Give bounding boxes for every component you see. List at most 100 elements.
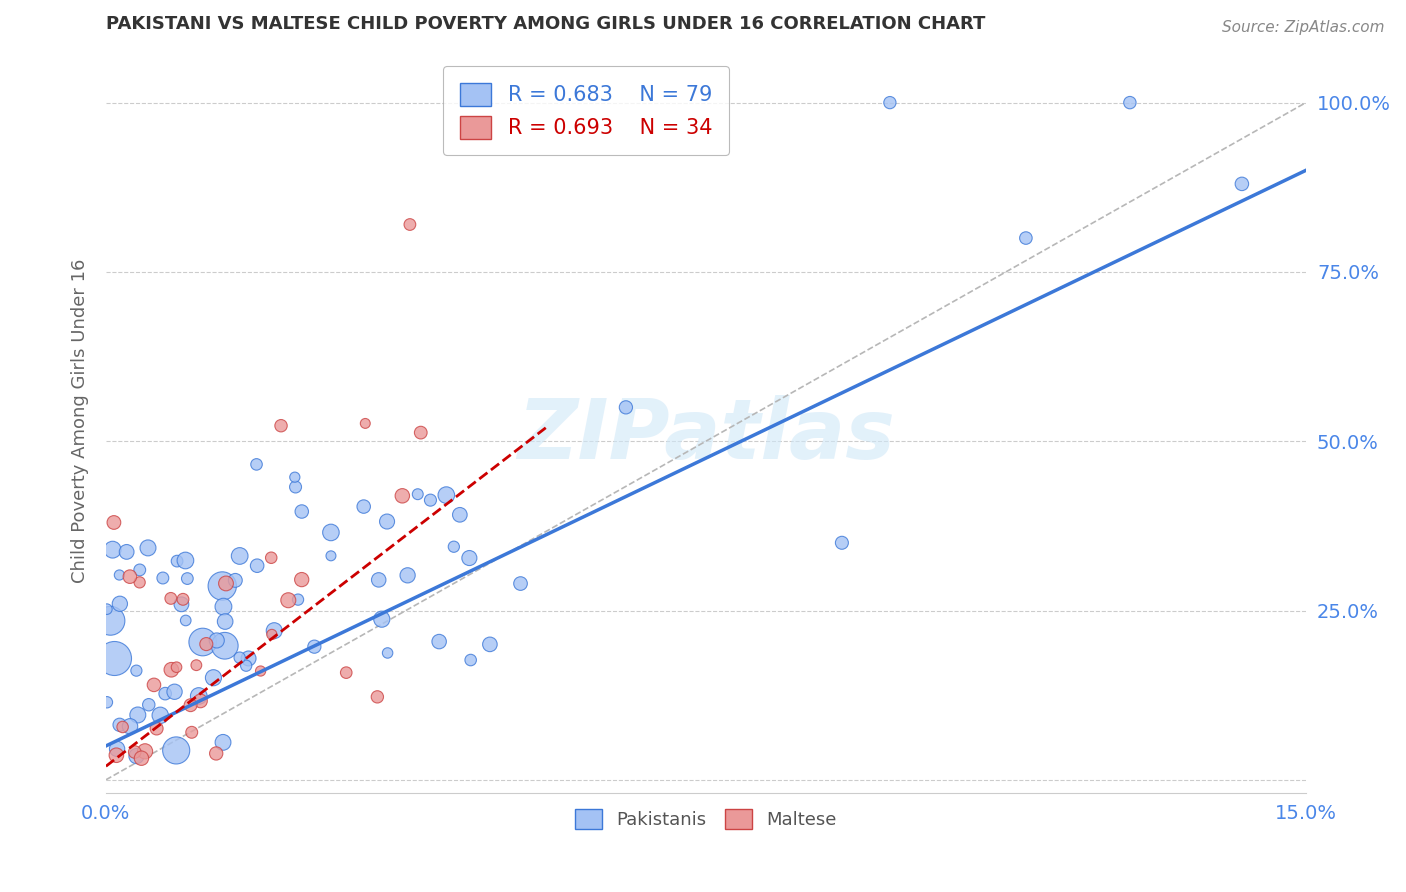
Point: [427, 634, 450, 648]
Point: [128, 563, 150, 577]
Point: [304, 640, 326, 654]
Point: [165, 743, 187, 757]
Point: [108, 597, 131, 611]
Point: [245, 458, 267, 472]
Point: [108, 568, 131, 582]
Point: [180, 698, 202, 713]
Point: [235, 658, 257, 673]
Point: [138, 698, 160, 712]
Point: [284, 480, 307, 494]
Point: [354, 417, 377, 431]
Point: [277, 593, 299, 607]
Point: [449, 508, 471, 522]
Point: [249, 664, 271, 678]
Point: [115, 545, 138, 559]
Point: [100, 614, 122, 628]
Text: ZIPatlas: ZIPatlas: [517, 395, 894, 476]
Point: [103, 651, 125, 665]
Point: [125, 664, 148, 678]
Point: [377, 646, 399, 660]
Point: [1230, 177, 1253, 191]
Point: [246, 558, 269, 573]
Point: [270, 418, 292, 433]
Point: [319, 549, 342, 563]
Text: Source: ZipAtlas.com: Source: ZipAtlas.com: [1222, 20, 1385, 35]
Point: [180, 725, 202, 739]
Point: [105, 748, 128, 763]
Point: [134, 744, 156, 758]
Point: [443, 540, 465, 554]
Point: [166, 554, 188, 568]
Point: [163, 685, 186, 699]
Point: [419, 493, 441, 508]
Point: [260, 550, 283, 565]
Point: [176, 572, 198, 586]
Point: [214, 615, 236, 629]
Point: [212, 735, 235, 749]
Point: [96, 695, 118, 709]
Point: [291, 504, 314, 518]
Point: [111, 720, 134, 734]
Point: [174, 614, 197, 628]
Point: [105, 742, 128, 756]
Point: [260, 627, 283, 641]
Point: [284, 470, 307, 484]
Point: [614, 401, 637, 415]
Point: [205, 747, 228, 761]
Point: [228, 650, 250, 665]
Point: [367, 573, 389, 587]
Point: [366, 690, 388, 704]
Point: [831, 536, 853, 550]
Point: [108, 718, 131, 732]
Point: [460, 653, 482, 667]
Point: [391, 489, 413, 503]
Point: [879, 95, 901, 110]
Point: [215, 576, 238, 591]
Point: [125, 749, 148, 764]
Point: [166, 660, 188, 674]
Point: [371, 612, 394, 626]
Point: [186, 658, 208, 673]
Point: [172, 592, 194, 607]
Point: [205, 633, 228, 648]
Point: [211, 579, 233, 593]
Point: [103, 516, 125, 530]
Point: [509, 576, 531, 591]
Point: [118, 719, 141, 733]
Legend: Pakistanis, Maltese: Pakistanis, Maltese: [568, 802, 844, 837]
Point: [228, 549, 250, 563]
Point: [224, 574, 246, 588]
Point: [263, 624, 285, 638]
Point: [238, 651, 260, 665]
Point: [145, 722, 167, 736]
Point: [187, 689, 209, 703]
Point: [202, 671, 225, 685]
Point: [174, 553, 197, 567]
Point: [214, 639, 236, 653]
Point: [190, 694, 212, 708]
Point: [335, 665, 357, 680]
Point: [212, 599, 235, 614]
Point: [191, 635, 214, 649]
Point: [478, 637, 501, 651]
Point: [195, 637, 218, 651]
Point: [434, 488, 457, 502]
Point: [287, 592, 309, 607]
Point: [152, 571, 174, 585]
Y-axis label: Child Poverty Among Girls Under 16: Child Poverty Among Girls Under 16: [72, 259, 89, 583]
Point: [375, 515, 398, 529]
Text: PAKISTANI VS MALTESE CHILD POVERTY AMONG GIRLS UNDER 16 CORRELATION CHART: PAKISTANI VS MALTESE CHILD POVERTY AMONG…: [105, 15, 986, 33]
Point: [153, 687, 176, 701]
Point: [353, 500, 375, 514]
Point: [396, 568, 419, 582]
Point: [149, 708, 172, 723]
Point: [128, 575, 150, 590]
Point: [127, 708, 149, 723]
Point: [118, 569, 141, 583]
Point: [136, 541, 159, 555]
Point: [160, 591, 183, 606]
Point: [399, 218, 422, 232]
Point: [1015, 231, 1038, 245]
Point: [96, 602, 118, 616]
Point: [406, 487, 429, 501]
